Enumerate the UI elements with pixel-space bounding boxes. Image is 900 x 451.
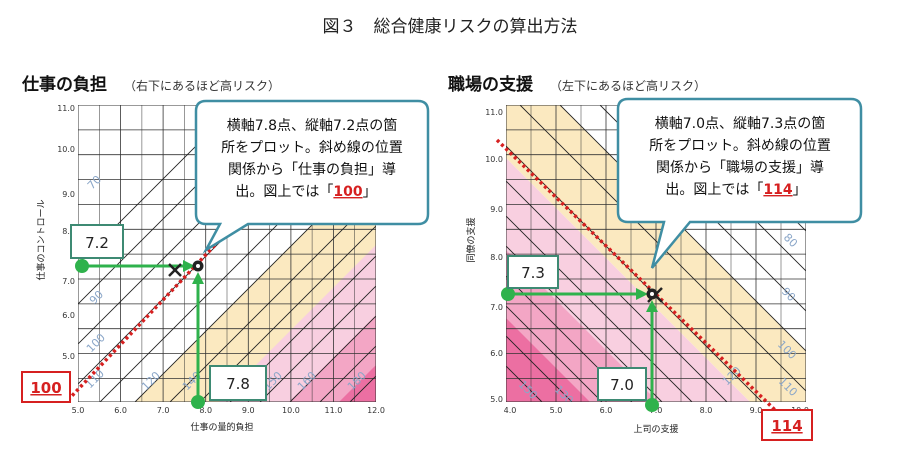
right-x-value-box	[597, 367, 647, 401]
left-y-value-box	[70, 224, 124, 259]
y-tick: 11.0	[57, 104, 75, 113]
y-tick: 7.0	[490, 303, 503, 312]
right-panel: 職場の支援 （左下にあるほど高リスク）	[448, 74, 863, 441]
callout-text: 」	[793, 182, 807, 198]
left-y-ticks: 5.0 6.0 7.0 8.0 9.0 10.0 11.0	[57, 104, 75, 361]
x-tick: 4.0	[504, 406, 517, 415]
left-callout-line: 出。図上では「100」	[235, 184, 376, 200]
right-result-value: 114	[771, 417, 802, 435]
y-tick: 10.0	[57, 145, 75, 154]
left-zone-pink-mid	[289, 315, 376, 402]
right-plot-point	[646, 287, 663, 303]
arrowhead	[183, 260, 195, 272]
right-y-guide-dot	[501, 287, 515, 301]
right-x-guide-dot	[645, 398, 659, 412]
y-tick: 9.0	[62, 190, 75, 199]
x-tick: 9.0	[242, 406, 255, 415]
right-y-ticks: 5.0 6.0 7.0 8.0 9.0 10.0 11.0	[485, 108, 503, 404]
callout-text: 出。図上では「	[235, 184, 333, 200]
y-tick: 5.0	[490, 395, 503, 404]
left-result-contour	[66, 222, 237, 402]
x-tick: 6.0	[114, 406, 127, 415]
x-tick: 10.0	[282, 406, 300, 415]
x-tick: 8.0	[700, 406, 713, 415]
left-x-ticks: 5.0 6.0 7.0 8.0 9.0 10.0 11.0 12.0	[72, 406, 385, 415]
y-tick: 11.0	[485, 108, 503, 117]
x-tick: 12.0	[367, 406, 385, 415]
left-plot-point	[168, 260, 204, 277]
arrowhead	[646, 300, 658, 312]
arrowhead	[192, 272, 204, 284]
left-y-axis-label: 仕事のコントロール	[35, 199, 47, 280]
right-panel-title: 職場の支援	[448, 74, 534, 95]
right-callout-bubble	[616, 97, 863, 269]
right-panel-subtitle: （左下にあるほど高リスク）	[550, 78, 706, 93]
x-tick: 5.0	[72, 406, 85, 415]
right-callout-line: 出。図上では「114」	[665, 182, 806, 198]
right-result-contour	[495, 138, 777, 412]
left-result-box	[21, 371, 71, 403]
right-zone-pink-dark	[506, 318, 590, 402]
left-y-value: 7.2	[85, 234, 109, 252]
left-x-value-box	[209, 365, 267, 401]
y-tick: 8.0	[490, 253, 503, 262]
figure-title: 図３ 総合健康リスクの算出方法	[323, 17, 578, 37]
right-y-axis-label: 同僚の支援	[465, 217, 477, 262]
right-result-box	[761, 409, 813, 441]
left-callout-line: 所をプロット。斜め線の位置	[221, 140, 403, 156]
y-tick: 8.0	[62, 227, 75, 236]
right-y-value: 7.3	[521, 264, 545, 282]
callout-highlight-value: 114	[763, 182, 792, 198]
left-panel: 仕事の負担 （右下にあるほど高リスク）	[21, 74, 430, 433]
left-y-guide-dot	[75, 259, 89, 273]
x-tick: 6.0	[600, 406, 613, 415]
y-tick: 7.0	[62, 277, 75, 286]
x-tick: 9.0	[750, 406, 763, 415]
left-panel-title: 仕事の負担	[21, 74, 107, 95]
callout-text: 出。図上では「	[665, 182, 763, 198]
right-x-value: 7.0	[610, 376, 634, 394]
right-callout-line: 所をプロット。斜め線の位置	[649, 138, 831, 154]
left-result-value: 100	[30, 379, 61, 397]
x-tick: 5.0	[550, 406, 563, 415]
y-tick: 6.0	[62, 311, 75, 320]
callout-highlight-value: 100	[333, 184, 362, 200]
right-callout-line: 横軸7.0点、縦軸7.3点の箇	[655, 115, 826, 132]
right-callout-line: 関係から「職場の支援」導	[656, 160, 824, 176]
left-callout-line: 横軸7.8点、縦軸7.2点の箇	[227, 117, 398, 134]
arrowhead	[636, 288, 648, 300]
x-tick: 11.0	[324, 406, 342, 415]
y-tick: 10.0	[485, 155, 503, 164]
x-tick: 8.0	[199, 406, 212, 415]
left-x-axis-label: 仕事の量的負担	[190, 421, 253, 433]
callout-text: 」	[363, 184, 377, 200]
left-zone-pink-dark	[339, 365, 376, 402]
left-panel-subtitle: （右下にあるほど高リスク）	[124, 78, 280, 93]
right-x-axis-label: 上司の支援	[633, 423, 678, 435]
left-callout-bubble	[194, 99, 430, 254]
y-tick: 5.0	[62, 352, 75, 361]
left-callout-line: 関係から「仕事の負担」導	[228, 162, 396, 178]
right-y-value-box	[507, 255, 559, 289]
y-tick: 6.0	[490, 349, 503, 358]
left-x-guide-dot	[191, 395, 205, 409]
x-tick: 7.0	[157, 406, 170, 415]
left-x-value: 7.8	[226, 375, 250, 393]
y-tick: 9.0	[490, 205, 503, 214]
